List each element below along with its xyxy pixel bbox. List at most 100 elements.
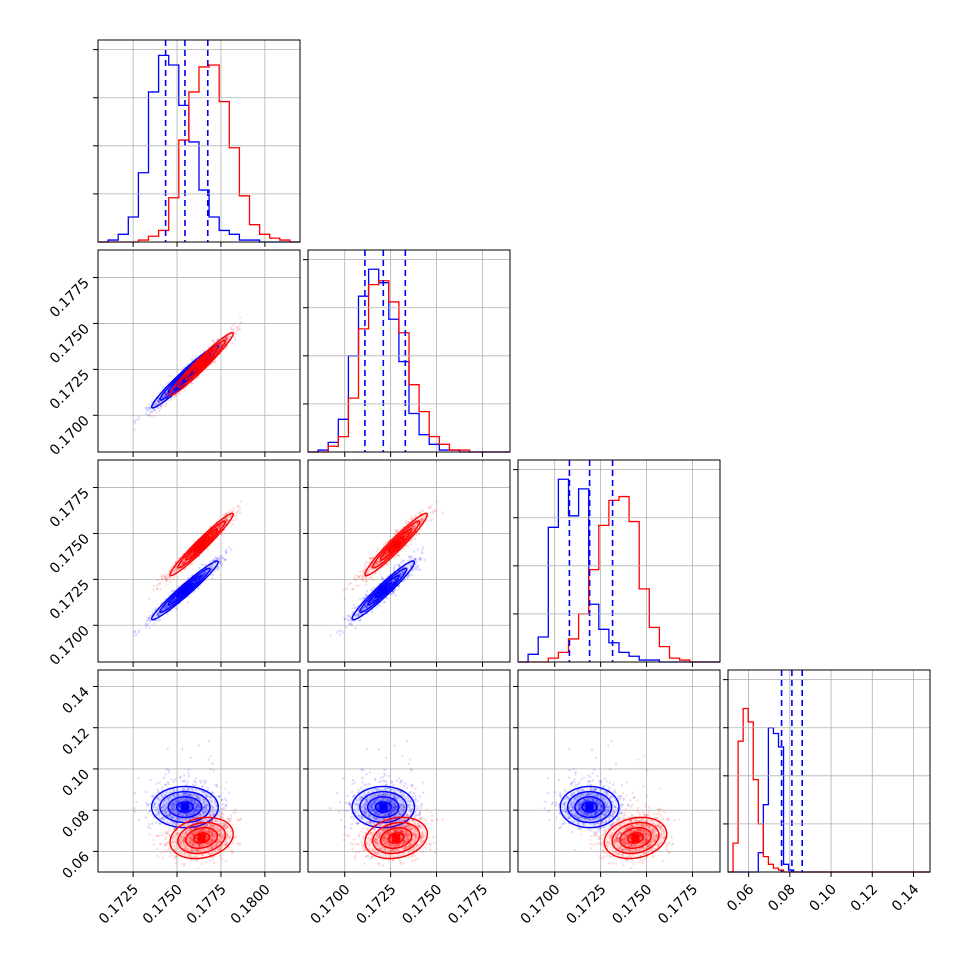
sample-point-red xyxy=(189,553,193,556)
sample-point-red xyxy=(189,554,192,557)
sample-point-blue xyxy=(362,596,365,599)
sample-point-blue xyxy=(362,597,366,601)
sample-point-red xyxy=(218,525,221,528)
sample-point-red xyxy=(219,343,222,347)
sample-point-red xyxy=(225,519,229,523)
sample-point-red xyxy=(210,352,214,355)
sample-point-red xyxy=(364,565,367,568)
sample-point-red xyxy=(232,323,235,327)
sample-point-blue xyxy=(165,605,169,608)
sample-point-blue xyxy=(159,405,163,408)
panel-frame xyxy=(97,39,301,243)
sample-point-red xyxy=(365,579,369,582)
sample-point-red xyxy=(224,346,228,350)
sample-point-blue xyxy=(133,421,137,425)
sample-point-red xyxy=(221,522,225,525)
sample-point-red xyxy=(219,345,222,348)
sample-point-blue xyxy=(135,633,138,636)
sample-point-blue xyxy=(375,606,378,609)
sample-point-blue xyxy=(352,603,355,606)
sample-point-blue xyxy=(225,552,228,555)
sample-point-blue xyxy=(382,577,385,581)
sample-point-blue xyxy=(419,558,422,561)
sample-point-blue xyxy=(416,564,419,567)
sample-point-blue xyxy=(135,418,138,422)
sample-point-blue xyxy=(171,589,174,593)
sample-point-blue xyxy=(167,392,170,395)
sample-point-blue xyxy=(364,593,368,597)
sample-point-blue xyxy=(393,564,396,567)
sample-point-blue xyxy=(157,406,160,409)
sample-point-blue xyxy=(423,558,426,562)
sample-point-blue xyxy=(380,576,384,579)
sample-point-red xyxy=(163,575,167,579)
sample-point-blue xyxy=(397,563,401,567)
sample-point-red xyxy=(164,392,168,396)
sample-point-red xyxy=(239,500,243,503)
histogram-red xyxy=(98,64,300,243)
sample-point-blue xyxy=(421,546,425,549)
x-tick-label: 0.14 xyxy=(889,881,922,914)
sample-point-blue xyxy=(203,571,206,575)
sample-point-blue xyxy=(144,623,148,627)
sample-point-red xyxy=(169,398,173,402)
sample-point-blue xyxy=(391,581,394,585)
sample-point-blue xyxy=(414,558,417,561)
sample-point-blue xyxy=(359,597,362,601)
sample-point-blue xyxy=(370,589,373,592)
sample-point-red xyxy=(410,538,414,542)
sample-point-red xyxy=(225,518,229,521)
sample-point-red xyxy=(191,552,194,555)
sample-point-blue xyxy=(394,577,397,581)
sample-point-blue xyxy=(370,610,374,614)
sample-point-blue xyxy=(165,606,168,609)
sample-point-blue xyxy=(390,593,393,596)
sample-point-red xyxy=(224,513,227,516)
sample-point-blue xyxy=(144,626,148,629)
sample-point-blue xyxy=(348,622,351,626)
sample-point-red xyxy=(156,584,159,587)
sample-point-red xyxy=(172,569,176,573)
sample-point-blue xyxy=(421,548,424,551)
sample-point-blue xyxy=(137,629,141,632)
sample-point-blue xyxy=(167,392,170,395)
sample-point-red xyxy=(170,566,173,569)
sample-point-red xyxy=(212,531,215,534)
x-tick-label: 0.12 xyxy=(848,882,881,915)
sample-point-blue xyxy=(145,409,149,413)
sample-point-red xyxy=(220,523,223,527)
sample-point-blue xyxy=(394,577,397,581)
sample-point-red xyxy=(210,352,214,356)
sample-point-blue xyxy=(372,598,375,601)
sample-point-red xyxy=(183,561,186,565)
sample-point-blue xyxy=(171,599,175,603)
sample-point-red xyxy=(159,405,162,409)
sample-point-blue xyxy=(165,393,168,397)
sample-point-red xyxy=(234,511,238,515)
sample-point-red xyxy=(182,560,185,563)
sample-point-red xyxy=(211,351,214,355)
sample-point-red xyxy=(234,325,238,328)
sample-point-blue xyxy=(372,598,376,602)
sample-point-blue xyxy=(157,398,160,401)
sample-point-red xyxy=(220,343,223,346)
sample-point-blue xyxy=(363,607,367,610)
sample-point-blue xyxy=(173,598,177,601)
sample-point-blue xyxy=(158,618,162,622)
sample-point-blue xyxy=(164,392,167,395)
sample-point-red xyxy=(376,547,380,550)
sample-point-blue xyxy=(166,393,169,397)
sample-point-blue xyxy=(393,577,397,581)
sample-point-blue xyxy=(220,565,223,568)
sample-point-red xyxy=(168,570,171,573)
sample-point-blue xyxy=(362,608,365,611)
sample-point-blue xyxy=(401,572,404,576)
sample-point-blue xyxy=(408,573,411,577)
sample-point-blue xyxy=(200,563,203,567)
sample-point-red xyxy=(238,316,242,319)
sample-point-blue xyxy=(401,559,404,562)
sample-point-blue xyxy=(133,634,136,637)
sample-point-blue xyxy=(398,573,401,576)
sample-point-blue xyxy=(161,396,164,399)
sample-point-blue xyxy=(363,596,367,599)
